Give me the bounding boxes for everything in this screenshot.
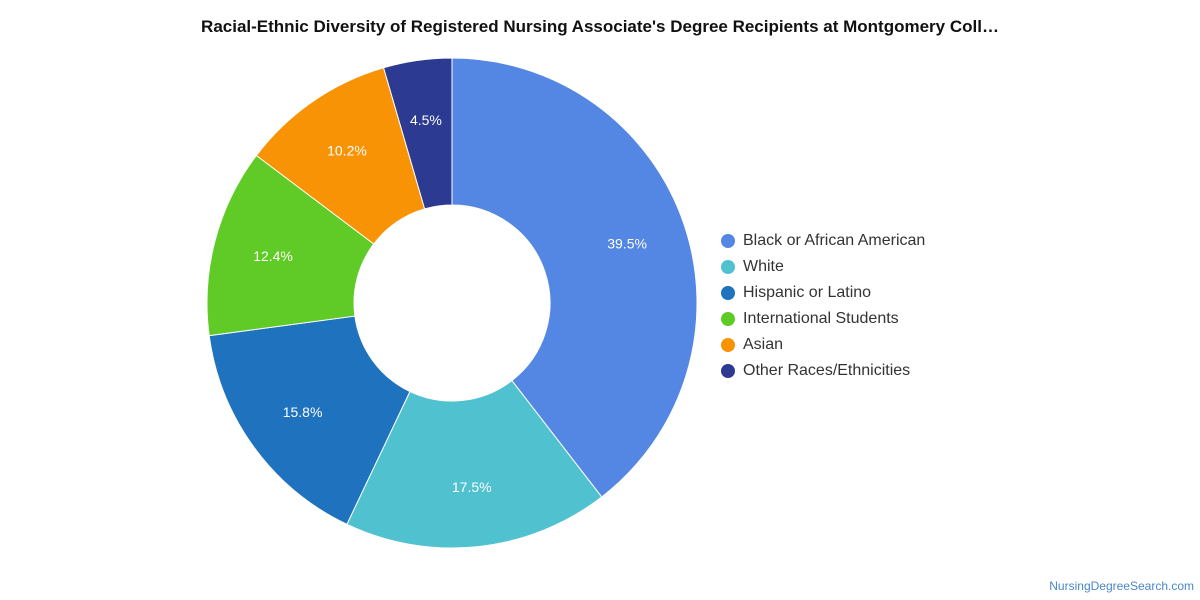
chart-legend: Black or African American White Hispanic o… — [721, 228, 925, 384]
legend-item-other-races-ethnicities[interactable]: Other Races/Ethnicities — [721, 358, 925, 384]
slice-label-international-students: 12.4% — [253, 248, 293, 264]
legend-swatch — [721, 260, 735, 274]
legend-label: White — [743, 258, 784, 275]
slice-label-hispanic-or-latino: 15.8% — [283, 404, 323, 420]
slice-label-asian: 10.2% — [327, 143, 367, 159]
legend-swatch — [721, 312, 735, 326]
legend-label: Hispanic or Latino — [743, 284, 872, 301]
site-credit-link[interactable]: NursingDegreeSearch.com — [1049, 579, 1194, 593]
donut-slices — [206, 57, 698, 549]
slice-label-white: 17.5% — [452, 479, 492, 495]
legend-label: International Students — [743, 310, 899, 327]
slice-hispanic-or-latino[interactable] — [208, 315, 411, 525]
legend-swatch — [721, 364, 735, 378]
donut-slice-labels: 39.5% 17.5% 15.8% 12.4% 10.2% 4.5% — [253, 112, 647, 495]
legend-label: Black or African American — [743, 232, 926, 249]
slice-asian[interactable] — [255, 67, 426, 245]
legend-item-white[interactable]: White — [721, 254, 925, 280]
legend-item-international-students[interactable]: International Students — [721, 306, 925, 332]
legend-item-asian[interactable]: Asian — [721, 332, 925, 358]
slice-black-or-african-american[interactable] — [451, 57, 698, 498]
slice-label-other-races-ethnicities: 4.5% — [410, 112, 442, 128]
legend-swatch — [721, 286, 735, 300]
legend-swatch — [721, 338, 735, 352]
legend-swatch — [721, 234, 735, 248]
legend-label: Other Races/Ethnicities — [743, 362, 911, 379]
slice-white[interactable] — [346, 379, 603, 549]
legend-item-hispanic-or-latino[interactable]: Hispanic or Latino — [721, 280, 925, 306]
slice-label-black-or-african-american: 39.5% — [607, 235, 647, 251]
chart-title: Racial-Ethnic Diversity of Registered Nu… — [201, 17, 999, 36]
legend-item-black-or-african-american[interactable]: Black or African American — [721, 228, 925, 254]
legend-label: Asian — [743, 336, 784, 353]
slice-international-students[interactable] — [206, 154, 375, 337]
slice-other-races-ethnicities[interactable] — [382, 57, 453, 210]
